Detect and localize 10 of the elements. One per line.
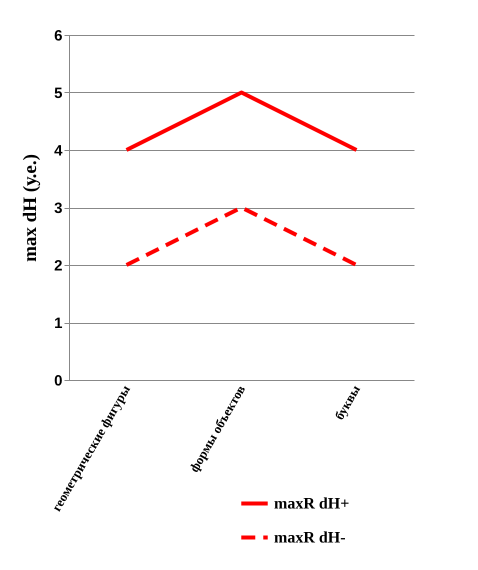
y-tick-label: 2 (54, 258, 62, 274)
legend-label: maxR dH+ (274, 496, 350, 512)
y-axis-title: max dH (у.е.) (20, 154, 42, 262)
y-tick-label: 3 (54, 200, 62, 217)
y-tick-label: 5 (54, 85, 62, 102)
legend-label: maxR dH- (274, 530, 346, 546)
y-tick-label: 6 (54, 28, 62, 44)
y-tick-label: 0 (54, 372, 62, 390)
y-tick-label: 1 (54, 315, 62, 332)
y-tick-label: 4 (54, 142, 64, 160)
